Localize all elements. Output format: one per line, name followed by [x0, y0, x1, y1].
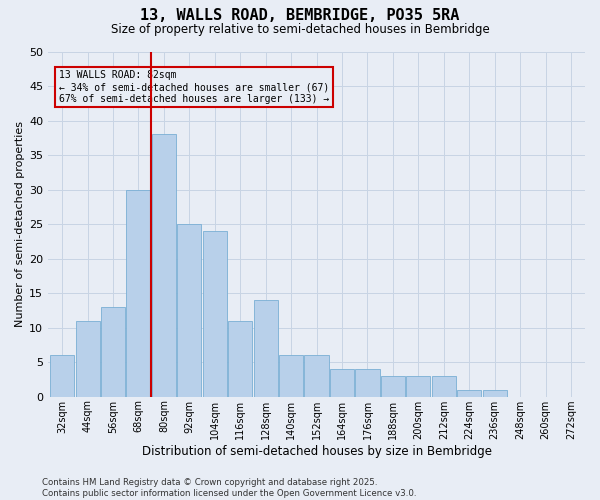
Bar	[50, 355, 74, 397]
Bar	[76, 320, 100, 396]
Bar	[381, 376, 405, 396]
Text: Contains HM Land Registry data © Crown copyright and database right 2025.
Contai: Contains HM Land Registry data © Crown c…	[42, 478, 416, 498]
X-axis label: Distribution of semi-detached houses by size in Bembridge: Distribution of semi-detached houses by …	[142, 444, 491, 458]
Bar	[152, 134, 176, 396]
Y-axis label: Number of semi-detached properties: Number of semi-detached properties	[15, 121, 25, 327]
Bar	[432, 376, 456, 396]
Bar	[330, 369, 354, 396]
Bar	[203, 231, 227, 396]
Bar	[482, 390, 507, 396]
Bar	[228, 320, 253, 396]
Bar	[177, 224, 202, 396]
Text: 13, WALLS ROAD, BEMBRIDGE, PO35 5RA: 13, WALLS ROAD, BEMBRIDGE, PO35 5RA	[140, 8, 460, 22]
Bar	[304, 355, 329, 397]
Bar	[279, 355, 303, 397]
Bar	[127, 190, 151, 396]
Bar	[254, 300, 278, 396]
Bar	[457, 390, 481, 396]
Bar	[406, 376, 430, 396]
Bar	[355, 369, 380, 396]
Text: Size of property relative to semi-detached houses in Bembridge: Size of property relative to semi-detach…	[110, 22, 490, 36]
Text: 13 WALLS ROAD: 82sqm
← 34% of semi-detached houses are smaller (67)
67% of semi-: 13 WALLS ROAD: 82sqm ← 34% of semi-detac…	[59, 70, 329, 104]
Bar	[101, 307, 125, 396]
